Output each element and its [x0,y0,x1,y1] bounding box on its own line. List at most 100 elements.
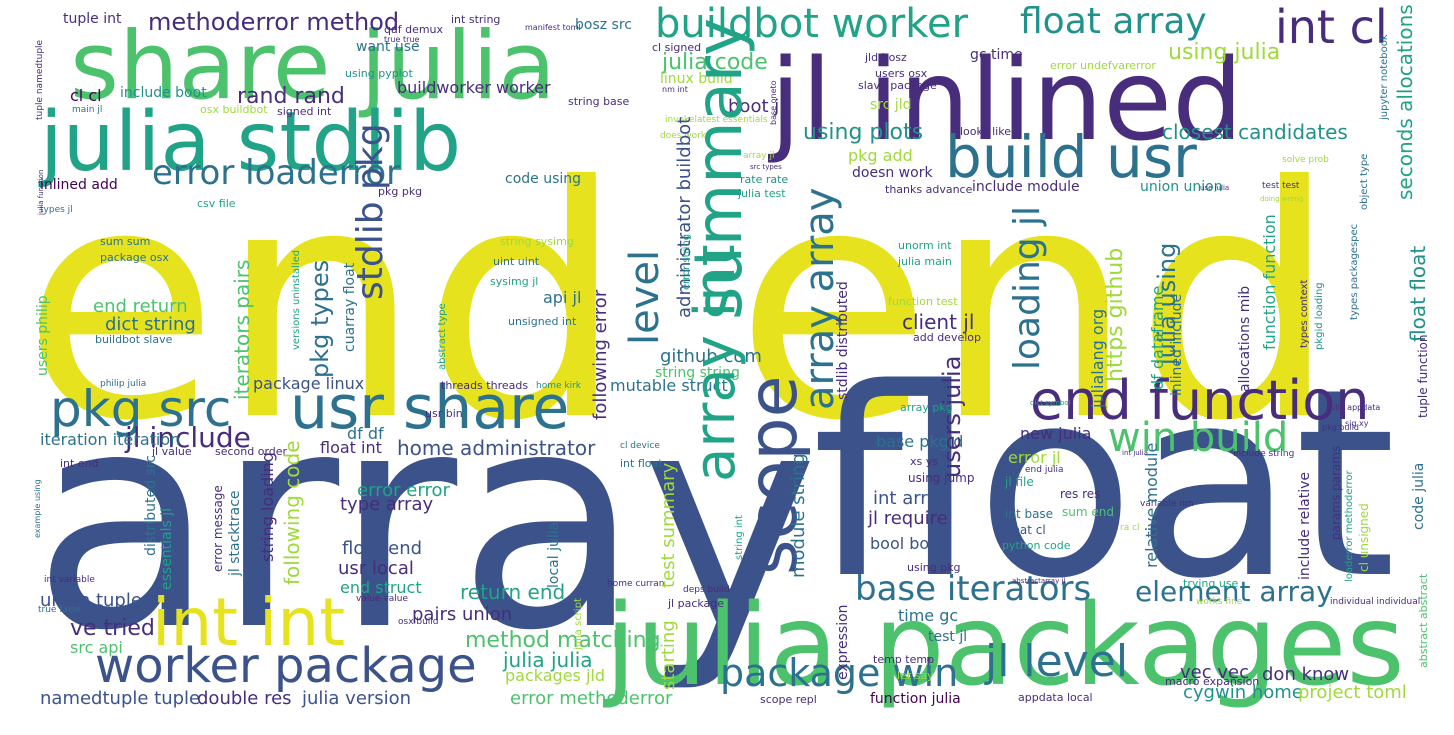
word-dict-symbol: julia appdata [1328,403,1381,412]
word-return-end: return end [460,580,566,604]
word-pkgid-loading: types context [1299,279,1310,348]
word-osx-buildbot: signed int [277,105,332,118]
word-jl-level: jl level [985,636,1129,687]
word-individual-individual: works fine [1196,597,1243,607]
word-int-int: int int [152,584,346,661]
word-unorm-int: unsigned int [508,315,577,328]
word-variable-nm: include string [1233,449,1295,459]
word-jl-inlined: jl inlined [770,36,1244,166]
word-src-jld: src jld [870,97,912,113]
word-dict-string: dict string [105,314,196,335]
word-test-jl: test jl [928,629,968,645]
word-pairs-union: pairs union [412,604,513,625]
word-include-module: include module [972,179,1080,195]
word-nm-int: manifest toml [525,23,581,32]
word-solve-prob: doing wrong [1260,195,1304,203]
word-abstract-abstract: loaderror methoderror [1344,470,1355,582]
word-array-array: level [622,249,668,345]
word-array-pkg: usr bin [425,407,463,420]
word-pkg-build: solve prob [1282,155,1329,165]
word-boot-jl: boot jl [728,96,785,117]
word-buildworker-worker: buildworker worker [397,78,551,97]
word-want-use: want use [356,39,420,55]
word-packages-jld: packages jld [505,666,606,685]
word-code-using: code using [505,171,582,187]
word-julialang-org: cuarray float [342,262,358,352]
word-end-1: end [22,119,625,491]
word-function-test: array pkg [900,401,953,414]
word-time-gc: time gc [898,606,959,625]
word-allocations-mib: inlined include [1169,293,1185,396]
word-julia-test: rate rate [740,173,789,186]
word-buildbot-worker: buildbot worker [655,1,969,47]
word-github-com: github com [660,346,762,367]
word-res-res: res res [1060,487,1101,501]
word-don-know: don know [1262,664,1350,685]
word-thanks-advance: pkg pkg [378,185,423,198]
word-cuarray-float: string loading [258,452,277,562]
word-home-curran: jl package [668,597,725,610]
word-jl-include: jl include [125,421,251,454]
word-float-cl: float cl [1005,523,1046,537]
word-unsigned-int: sysimg jl [490,275,539,288]
word-main-jl: csv file [197,197,236,210]
word-deps-build: home curran [607,579,665,589]
word-string-string: string string [655,365,740,381]
word-int-float: cl device [620,441,660,451]
word-error-methoderror: error methoderror [510,688,673,709]
word-int-base: int base [1005,507,1054,521]
word-element-array: element array [1135,575,1333,608]
word-cl-cl: cl cl [70,86,102,105]
word-home-kirk: threads threads [441,379,529,392]
word-slave-package: slave package [858,79,937,92]
word-error-loaderror: error loaderror [152,153,401,193]
word-julia-function: abstractarray jl [1012,577,1066,585]
word-double-res: double res [197,688,292,709]
word-abstract-type: versions uninstalled [291,249,302,350]
word-julia-packages: julia packages [605,581,1405,711]
word-julia-version: julia version [302,688,412,709]
word-project-toml: project toml [1298,682,1407,703]
word-type-array: type array [340,494,434,515]
word-types-context: abstract type [437,303,448,370]
word-src-types: array jl [743,151,775,161]
word-abstractarray-jl: int julia [1122,449,1148,457]
word-xs-ys: int float [620,457,663,470]
word-local-julia: jl stacktrace [227,490,243,576]
word-linux-build: linux build [660,71,733,87]
word-union-union: union union [1140,179,1223,195]
word-end-julia: xs ys [910,455,938,468]
word-tuple-namedtuple: users philip [35,295,51,376]
word-jl-value: iteration iteration [40,430,181,449]
word-int-cl: int cl [1275,0,1388,54]
word-int-end: value value [356,594,409,604]
word-package-osx: package osx [100,251,169,264]
word-sum-sum: sum sum [100,235,151,248]
word-error-error: error error [357,480,450,501]
word-end-return: end return [93,296,188,317]
word-union-tuple: union tuple [40,590,142,611]
word-using-jump: using jump [908,471,975,485]
word-vec-vec: vec vec [1180,662,1249,683]
word-buildbot-slave: error undefvarerror [1050,59,1156,72]
word-using-julia: using julia [1168,40,1281,65]
word-types-jl: int end [60,457,99,470]
word-array-jl: does work [660,131,707,141]
word-level: array int [683,244,748,482]
word-float-array: float array [1020,1,1207,42]
word-loaderror-methoderror: string int [734,515,745,560]
word-invokelatest-essentials: nm int [662,85,688,94]
word-users-osx: users osx [875,67,928,80]
word-administrator-buildbot: following error [590,289,611,420]
word-df-df: df df [347,424,384,443]
word-usr-share: usr share [290,373,570,443]
word-using-pyplot: using pyplot [345,67,413,80]
word-int-string: string base [568,95,630,108]
word-function-function: allocations mib [1237,285,1253,392]
word-julia-stdlib: julia stdlib [40,95,462,190]
word-sum-end: sum end [1062,505,1114,519]
word-iteration-iteration: function test [888,295,958,308]
word-stdlib-pkg: array array [797,187,843,410]
word-doing-wrong: test test [1262,181,1300,191]
